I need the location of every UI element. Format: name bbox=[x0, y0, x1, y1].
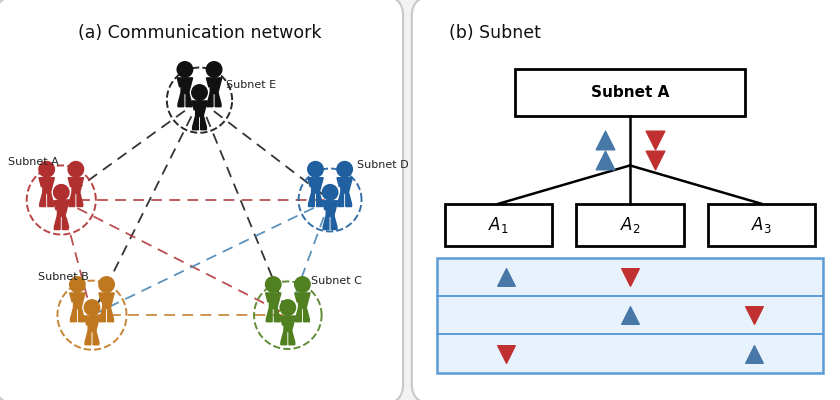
Text: Subnet B: Subnet B bbox=[39, 272, 89, 282]
Circle shape bbox=[176, 61, 193, 78]
Text: Subnet A: Subnet A bbox=[8, 157, 58, 167]
FancyBboxPatch shape bbox=[437, 258, 823, 373]
Polygon shape bbox=[192, 116, 200, 130]
Text: $A_2$: $A_2$ bbox=[620, 215, 640, 235]
Polygon shape bbox=[55, 215, 61, 230]
Polygon shape bbox=[295, 293, 310, 308]
Circle shape bbox=[206, 61, 223, 78]
Polygon shape bbox=[265, 293, 281, 308]
Point bbox=[623, 312, 637, 318]
Circle shape bbox=[336, 161, 353, 178]
Polygon shape bbox=[92, 330, 99, 345]
Polygon shape bbox=[47, 192, 54, 206]
Polygon shape bbox=[288, 330, 295, 345]
Point bbox=[599, 137, 612, 144]
Polygon shape bbox=[316, 192, 323, 206]
Circle shape bbox=[39, 161, 55, 178]
Polygon shape bbox=[69, 192, 76, 206]
Polygon shape bbox=[323, 215, 330, 230]
Polygon shape bbox=[338, 192, 344, 206]
Circle shape bbox=[191, 84, 208, 101]
Polygon shape bbox=[214, 92, 221, 107]
Polygon shape bbox=[344, 192, 352, 206]
Text: Subnet A: Subnet A bbox=[591, 85, 669, 100]
Polygon shape bbox=[39, 178, 55, 192]
Polygon shape bbox=[207, 78, 222, 92]
Point bbox=[623, 274, 637, 280]
Polygon shape bbox=[178, 92, 185, 107]
Text: (a) Communication network: (a) Communication network bbox=[78, 24, 321, 42]
Polygon shape bbox=[337, 178, 352, 192]
Polygon shape bbox=[308, 192, 316, 206]
Polygon shape bbox=[107, 308, 113, 322]
FancyBboxPatch shape bbox=[708, 204, 815, 246]
Point bbox=[599, 156, 612, 163]
Polygon shape bbox=[323, 201, 338, 215]
Polygon shape bbox=[296, 308, 302, 322]
Polygon shape bbox=[77, 308, 84, 322]
Polygon shape bbox=[76, 192, 83, 206]
Text: $A_3$: $A_3$ bbox=[751, 215, 772, 235]
Point bbox=[747, 312, 760, 318]
Polygon shape bbox=[70, 293, 85, 308]
Circle shape bbox=[69, 276, 86, 293]
Polygon shape bbox=[39, 192, 47, 206]
Point bbox=[747, 350, 760, 357]
Polygon shape bbox=[192, 101, 207, 116]
Polygon shape bbox=[273, 308, 281, 322]
FancyBboxPatch shape bbox=[0, 0, 403, 400]
FancyBboxPatch shape bbox=[576, 204, 684, 246]
Polygon shape bbox=[54, 201, 69, 215]
Circle shape bbox=[294, 276, 311, 293]
Circle shape bbox=[98, 276, 115, 293]
Polygon shape bbox=[85, 330, 92, 345]
Point bbox=[648, 137, 661, 144]
Text: Subnet E: Subnet E bbox=[227, 80, 276, 90]
Polygon shape bbox=[307, 178, 323, 192]
Polygon shape bbox=[68, 178, 83, 192]
Circle shape bbox=[83, 299, 101, 316]
Polygon shape bbox=[84, 316, 100, 330]
FancyBboxPatch shape bbox=[515, 70, 745, 116]
Polygon shape bbox=[330, 215, 337, 230]
Point bbox=[500, 350, 513, 357]
Point bbox=[648, 156, 661, 163]
Text: Subnet C: Subnet C bbox=[311, 276, 362, 286]
Polygon shape bbox=[71, 308, 77, 322]
Text: (b) Subnet: (b) Subnet bbox=[449, 24, 541, 42]
Polygon shape bbox=[99, 293, 114, 308]
Polygon shape bbox=[177, 78, 192, 92]
Polygon shape bbox=[200, 116, 207, 130]
Polygon shape bbox=[185, 92, 192, 107]
Polygon shape bbox=[281, 316, 296, 330]
Circle shape bbox=[280, 299, 297, 316]
Text: Subnet D: Subnet D bbox=[357, 160, 408, 170]
Polygon shape bbox=[100, 308, 107, 322]
Polygon shape bbox=[266, 308, 273, 322]
Text: $A_1$: $A_1$ bbox=[488, 215, 508, 235]
Circle shape bbox=[307, 161, 324, 178]
FancyBboxPatch shape bbox=[445, 204, 552, 246]
Point bbox=[500, 274, 513, 280]
Circle shape bbox=[67, 161, 84, 178]
Circle shape bbox=[322, 184, 339, 201]
Polygon shape bbox=[61, 215, 68, 230]
Polygon shape bbox=[302, 308, 309, 322]
Circle shape bbox=[53, 184, 70, 201]
FancyBboxPatch shape bbox=[412, 0, 840, 400]
Polygon shape bbox=[207, 92, 214, 107]
Polygon shape bbox=[281, 330, 288, 345]
Circle shape bbox=[265, 276, 281, 293]
